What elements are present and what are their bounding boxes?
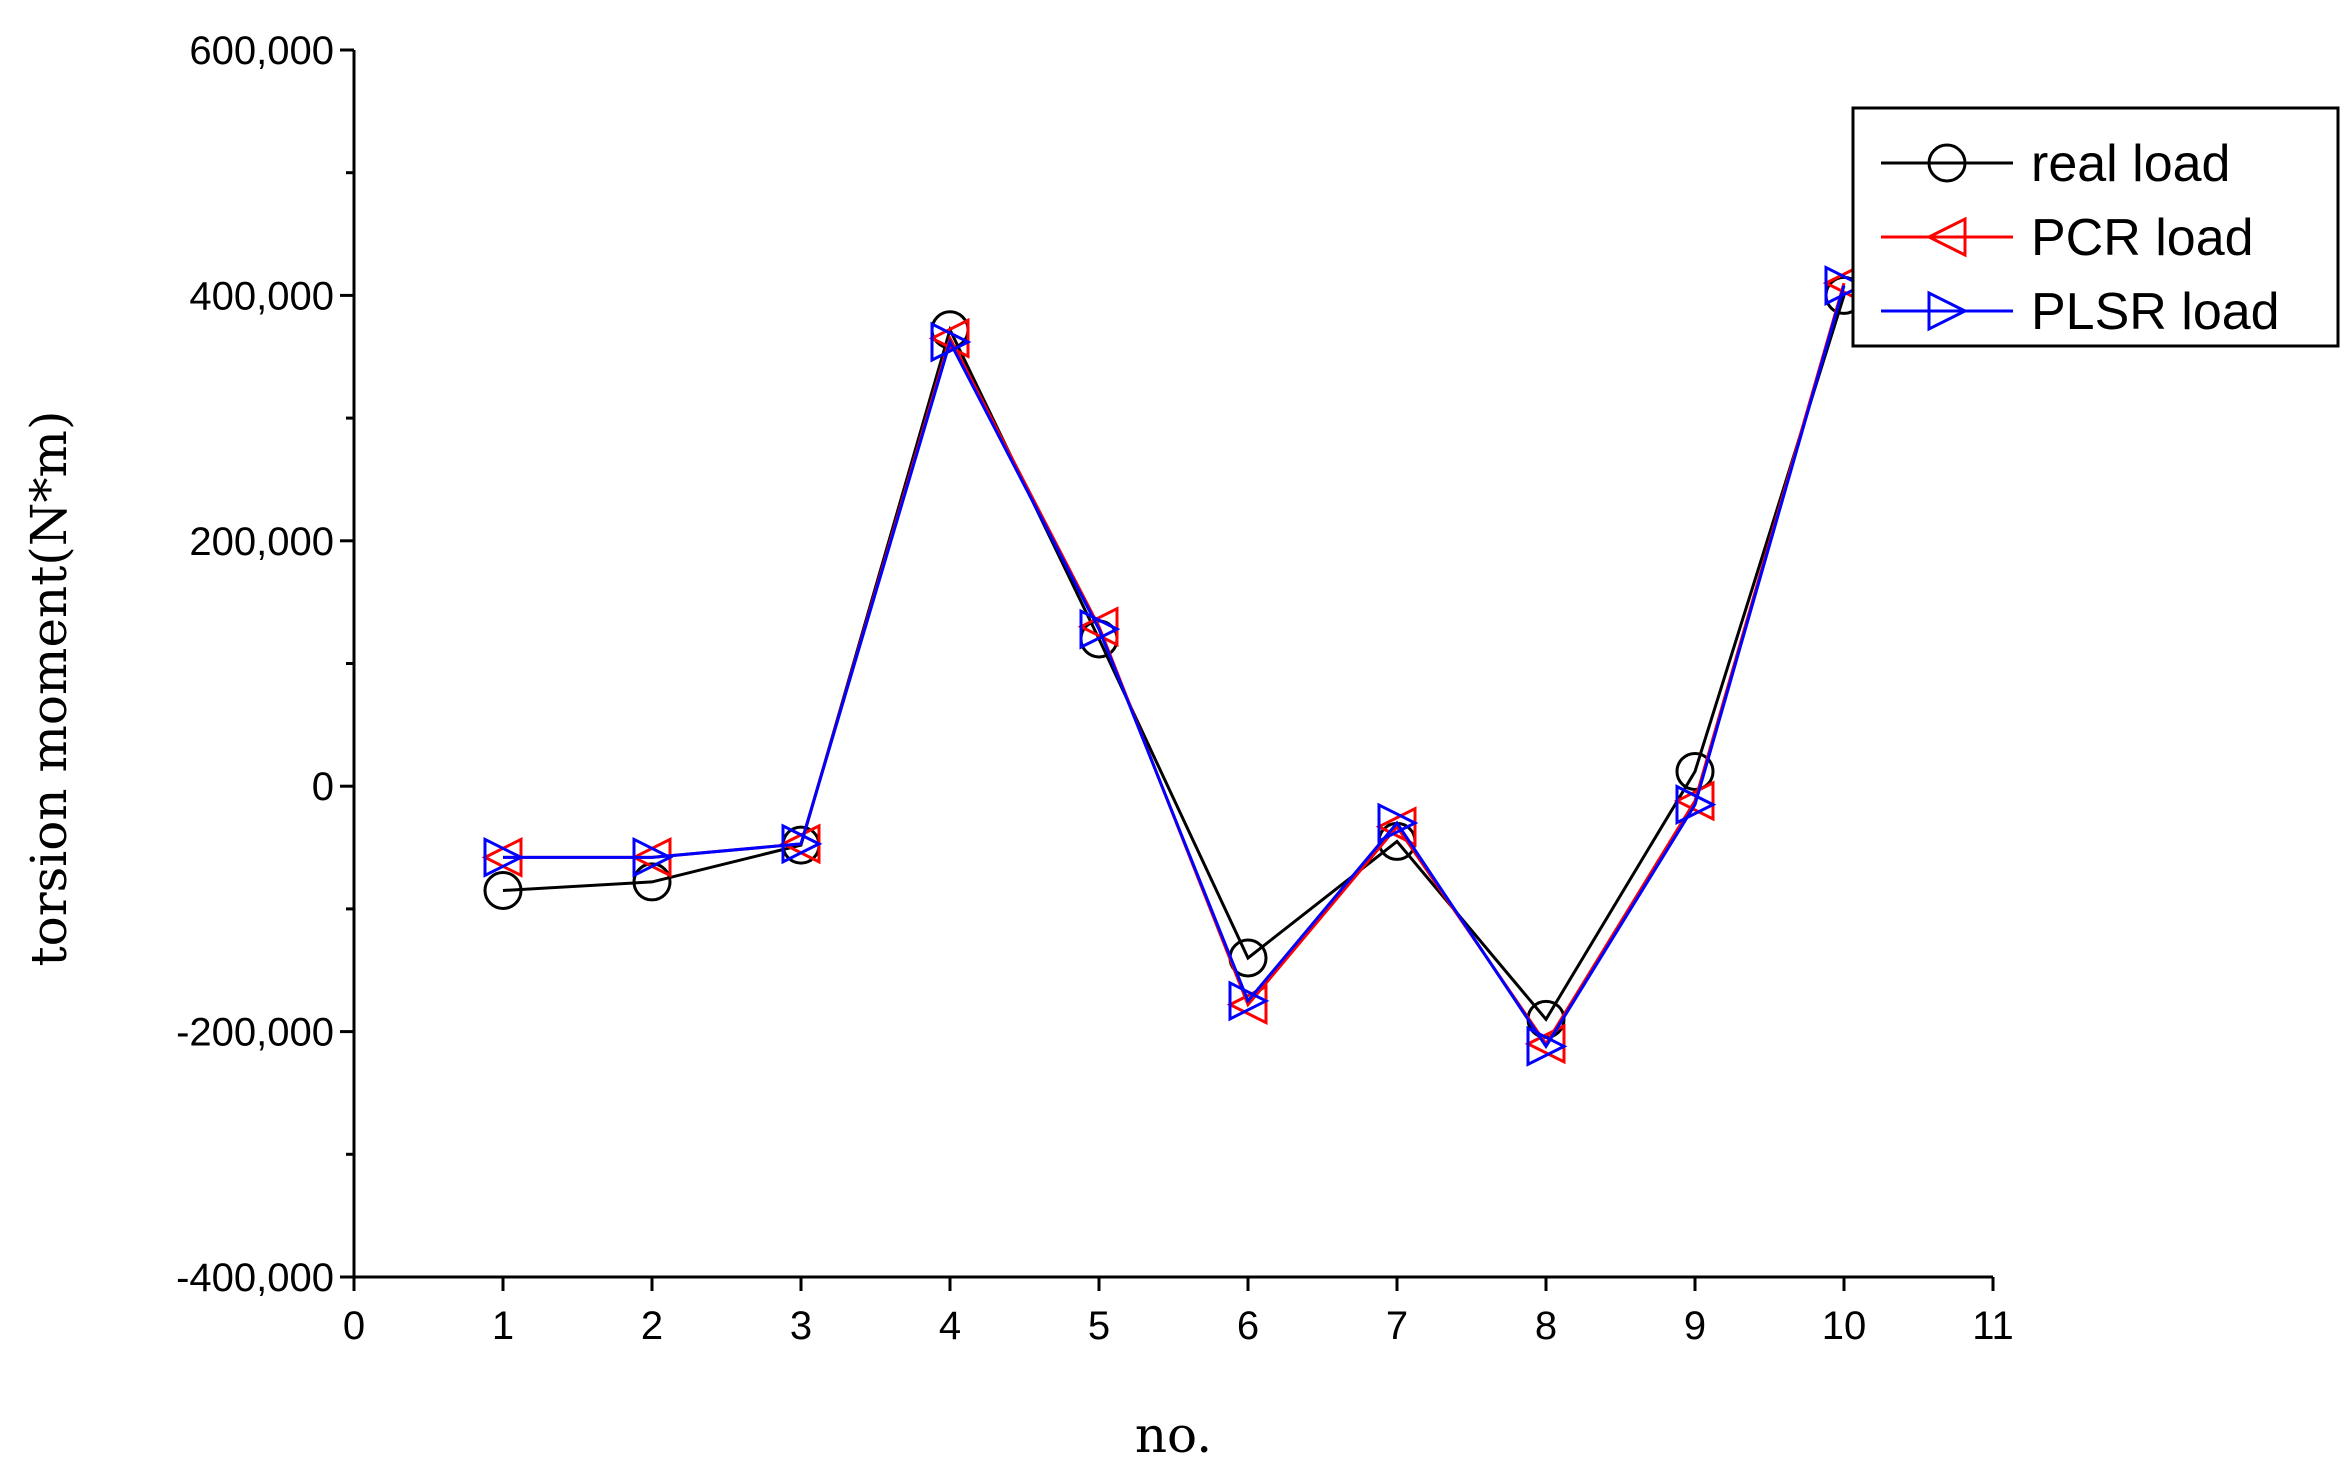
x-tick-label: 8: [1535, 1304, 1557, 1348]
x-tick-label: 6: [1237, 1304, 1259, 1348]
legend-item: PCR load: [1881, 209, 2254, 267]
data-point: [1375, 806, 1417, 848]
data-point: [1228, 980, 1270, 1022]
legend-item: PLSR load: [1881, 283, 2280, 341]
series-line: [503, 282, 1846, 1047]
x-tick-label: 2: [641, 1304, 663, 1348]
y-tick-label: 200,000: [189, 520, 334, 564]
data-point: [930, 321, 972, 363]
data-point: [1824, 265, 1866, 307]
series-layer: [481, 262, 1866, 1067]
data-point: [1675, 784, 1717, 826]
legend-label: real load: [2031, 135, 2230, 193]
data-point: [1077, 606, 1119, 648]
x-tick-label: 3: [790, 1304, 812, 1348]
data-point: [1524, 1023, 1566, 1065]
legend-marker: [1925, 216, 1967, 258]
legend-marker: [1927, 143, 1967, 183]
legend-item: real load: [1881, 135, 2230, 193]
x-tick-label: 11: [1972, 1304, 2014, 1348]
data-point: [1673, 780, 1715, 822]
data-point: [781, 823, 823, 865]
y-tick-label: -200,000: [176, 1011, 334, 1055]
data-point: [1079, 608, 1121, 650]
data-point: [632, 836, 674, 878]
data-point: [483, 836, 525, 878]
x-tick-label: 1: [492, 1304, 514, 1348]
legend-label: PCR load: [2031, 209, 2254, 267]
data-point: [1675, 751, 1715, 791]
y-axis-title: torsion moment(N*m): [20, 411, 78, 967]
data-point: [1526, 1025, 1568, 1067]
x-tick-label: 5: [1088, 1304, 1110, 1348]
data-point: [1226, 984, 1268, 1026]
legend-marker: [1927, 290, 1969, 332]
x-tick-label: 9: [1684, 1304, 1706, 1348]
legend: real load PCR load PLSR load: [1851, 106, 2340, 348]
data-point: [632, 862, 672, 902]
y-tick-label: 600,000: [189, 29, 334, 73]
y-tick-label: 0: [312, 765, 334, 809]
series-2: [481, 262, 1864, 1065]
legend-box: [1851, 106, 2340, 348]
series-line: [502, 294, 1846, 1022]
y-tick-label: 400,000: [189, 274, 334, 318]
x-tick-label: 4: [939, 1304, 961, 1348]
data-point: [928, 317, 970, 359]
x-tick-label: 10: [1822, 1304, 1867, 1348]
y-tick-label: -400,000: [176, 1256, 334, 1300]
series-3: [483, 265, 1866, 1067]
x-tick-label: 0: [343, 1304, 365, 1348]
x-tick-label: 7: [1386, 1304, 1408, 1348]
data-point: [1377, 802, 1419, 844]
x-axis-title: no.: [1135, 1406, 1212, 1464]
series-line: [503, 285, 1846, 1050]
series-1: [483, 275, 1864, 1039]
axes: -400,000 -200,000 0 200,000 400,000 600,000 0 1…: [176, 29, 2014, 1348]
data-point: [483, 870, 523, 910]
legend-label: PLSR load: [2031, 283, 2280, 341]
